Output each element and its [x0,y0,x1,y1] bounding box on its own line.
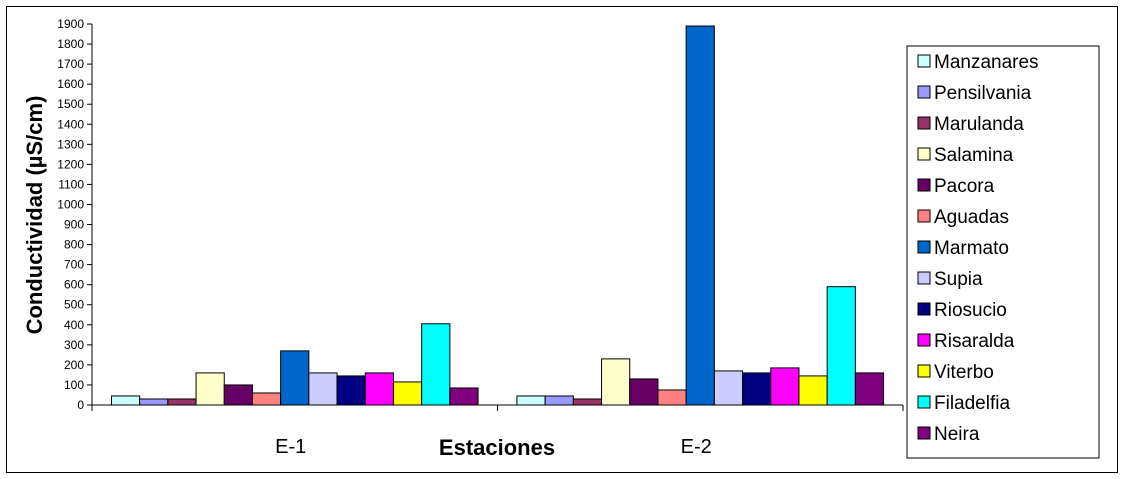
bar-supia-e-2 [713,370,744,406]
y-tick-label: 1800 [57,37,84,51]
y-axis: 0 100 200 300 400 500 600 700 800 900 1000 1100 1200… [57,17,93,412]
legend-label: Salamina [934,145,1014,166]
legend-swatch [917,333,931,347]
y-tick-label: 1400 [57,117,84,131]
legend-swatch [917,116,931,130]
legend-swatch [917,147,931,161]
y-tick-label: 300 [64,338,84,352]
y-tick-label: 700 [64,258,84,272]
y-tick-label: 1700 [57,57,84,71]
bar-supia-e-1 [308,372,338,406]
bar-pensilvania-e-1 [139,398,169,406]
bar-pacora-e-1 [223,384,253,406]
bar-risaralda-e-2 [770,367,800,406]
bars [110,25,885,406]
legend-label: Risaralda [934,331,1015,352]
legend-label: Pensilvania [934,83,1032,104]
bar-filadelfia-e-2 [826,286,856,406]
bar-pensilvania-e-2 [544,395,574,406]
x-axis: E-1 E-2 [91,404,904,458]
y-tick-label: 900 [64,218,84,232]
bar-risaralda-e-1 [364,372,394,406]
x-axis-title: Estaciones [439,435,555,460]
legend-label: Neira [934,424,980,445]
legend-label: Supia [934,269,983,290]
y-tick-label: 100 [64,378,84,392]
bar-marmato-e-2 [685,25,715,406]
legend-label: Pacora [934,176,995,197]
x-category-label: E-1 [275,436,306,458]
legend-swatch [917,395,931,409]
bar-marulanda-e-2 [572,398,603,406]
y-axis-title: Conductividad (µS/cm) [22,96,47,335]
legend-label: Marmato [934,238,1009,259]
y-tick-label: 400 [64,318,84,332]
bar-salamina-e-2 [601,358,631,406]
bar-neira-e-1 [449,387,479,406]
legend-box [906,45,1100,459]
legend-label: Riosucio [934,300,1007,321]
legend-label: Viterbo [934,362,994,383]
bar-filadelfia-e-1 [421,323,451,406]
legend-swatch [917,54,931,68]
y-tick-label: 600 [64,278,84,292]
bar-manzanares-e-2 [516,395,546,406]
bar-viterbo-e-1 [392,381,423,406]
y-tick-label: 1500 [57,97,84,111]
y-tick-label: 1900 [57,17,84,31]
bar-riosucio-e-2 [742,372,772,406]
y-tick-label: 0 [77,398,84,412]
legend-swatch [917,302,931,316]
y-tick-label: 200 [64,358,84,372]
y-tick-label: 1200 [57,157,84,171]
legend-swatch [917,240,931,254]
legend-label: Manzanares [934,52,1039,73]
bar-marulanda-e-1 [167,398,197,406]
bar-marmato-e-1 [280,350,310,406]
y-tick-label: 800 [64,238,84,252]
legend-label: Filadelfia [934,393,1010,414]
legend-swatch [917,364,931,378]
legend-swatch [917,85,931,99]
legend-swatch [917,209,931,223]
y-tick-label: 1600 [57,77,84,91]
bar-salamina-e-1 [195,372,225,406]
bar-manzanares-e-1 [110,395,141,406]
legend-label: Aguadas [934,207,1009,228]
bar-pacora-e-2 [629,378,659,406]
y-tick-label: 1100 [58,177,84,191]
legend-swatch [917,426,931,440]
legend-swatch [917,178,931,192]
legend: Manzanares Pensilvania Marulanda Salamina Pa… [906,45,1100,459]
bar-riosucio-e-1 [336,375,366,406]
legend-label: Marulanda [934,114,1024,135]
bar-aguadas-e-1 [251,392,282,406]
bar-neira-e-2 [854,372,885,406]
legend-swatch [917,271,931,285]
y-tick-label: 500 [64,298,84,312]
x-category-label: E-2 [681,436,712,458]
bar-aguadas-e-2 [657,389,687,406]
y-tick-label: 1000 [57,197,84,211]
bar-viterbo-e-2 [798,375,828,406]
y-tick-label: 1300 [57,137,84,151]
